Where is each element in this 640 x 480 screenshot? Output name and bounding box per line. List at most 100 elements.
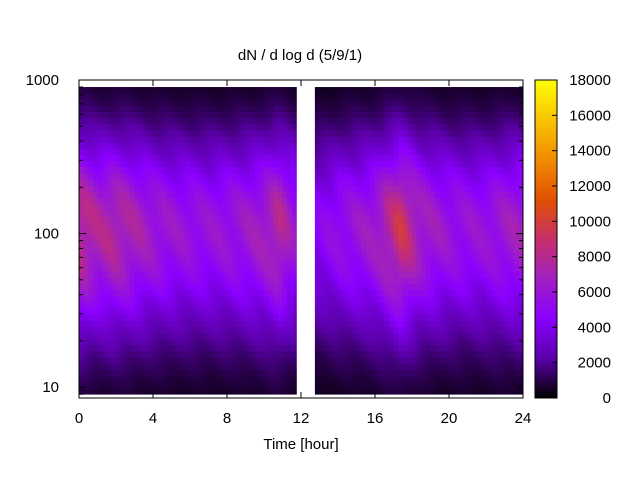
heatmap-cell xyxy=(454,308,459,315)
heatmap-cell xyxy=(320,130,325,137)
heatmap-cell xyxy=(255,308,260,315)
heatmap-cell xyxy=(172,357,177,364)
heatmap-cell xyxy=(505,228,510,235)
heatmap-cell xyxy=(347,320,352,327)
heatmap-cell xyxy=(130,228,135,235)
heatmap-cell xyxy=(130,185,135,192)
heatmap-cell xyxy=(259,345,264,352)
heatmap-cell xyxy=(329,173,334,180)
heatmap-cell xyxy=(190,173,195,180)
heatmap-cell xyxy=(176,118,181,125)
heatmap-cell xyxy=(357,210,362,217)
heatmap-cell xyxy=(324,93,329,100)
heatmap-cell xyxy=(324,234,329,241)
heatmap-cell xyxy=(167,296,172,303)
heatmap-cell xyxy=(394,345,399,352)
heatmap-cell xyxy=(458,228,463,235)
heatmap-cell xyxy=(329,314,334,321)
heatmap-cell xyxy=(255,216,260,223)
heatmap-cell xyxy=(130,179,135,186)
heatmap-cell xyxy=(213,290,218,297)
heatmap-cell xyxy=(195,87,200,94)
heatmap-cell xyxy=(329,228,334,235)
heatmap-cell xyxy=(181,228,186,235)
heatmap-cell xyxy=(236,93,241,100)
heatmap-cell xyxy=(116,320,121,327)
heatmap-cell xyxy=(403,210,408,217)
heatmap-cell xyxy=(361,363,366,370)
heatmap-cell xyxy=(407,136,412,143)
heatmap-cell xyxy=(144,216,149,223)
heatmap-cell xyxy=(181,161,186,168)
heatmap-cell xyxy=(135,99,140,106)
heatmap-cell xyxy=(421,216,426,223)
heatmap-cell xyxy=(153,296,158,303)
heatmap-cell xyxy=(116,277,121,284)
heatmap-cell xyxy=(320,308,325,315)
heatmap-cell xyxy=(468,216,473,223)
heatmap-cell xyxy=(93,191,98,198)
heatmap-cell xyxy=(329,130,334,137)
heatmap-cell xyxy=(380,376,385,383)
heatmap-cell xyxy=(181,234,186,241)
heatmap-cell xyxy=(333,259,338,266)
heatmap-cell xyxy=(148,345,153,352)
heatmap-cell xyxy=(246,327,251,334)
heatmap-cell xyxy=(468,314,473,321)
heatmap-cell xyxy=(444,370,449,377)
heatmap-cell xyxy=(111,216,116,223)
heatmap-cell xyxy=(292,345,297,352)
heatmap-cell xyxy=(329,118,334,125)
heatmap-cell xyxy=(398,333,403,340)
heatmap-cell xyxy=(241,339,246,346)
heatmap-cell xyxy=(181,308,186,315)
heatmap-cell xyxy=(199,271,204,278)
heatmap-cell xyxy=(236,259,241,266)
heatmap-cell xyxy=(153,204,158,211)
heatmap-cell xyxy=(366,265,371,272)
heatmap-cell xyxy=(324,271,329,278)
heatmap-cell xyxy=(412,204,417,211)
heatmap-cell xyxy=(324,136,329,143)
heatmap-cell xyxy=(481,210,486,217)
heatmap-cell xyxy=(139,198,144,205)
heatmap-cell xyxy=(135,198,140,205)
heatmap-cell xyxy=(111,327,116,334)
heatmap-cell xyxy=(125,357,130,364)
heatmap-cell xyxy=(370,339,375,346)
heatmap-cell xyxy=(125,370,130,377)
heatmap-cell xyxy=(283,228,288,235)
heatmap-cell xyxy=(172,271,177,278)
heatmap-cell xyxy=(98,142,103,149)
heatmap-cell xyxy=(407,204,412,211)
heatmap-cell xyxy=(255,105,260,112)
heatmap-cell xyxy=(333,216,338,223)
heatmap-cell xyxy=(139,357,144,364)
heatmap-cell xyxy=(444,351,449,358)
heatmap-cell xyxy=(195,228,200,235)
heatmap-cell xyxy=(394,376,399,383)
heatmap-cell xyxy=(130,382,135,389)
heatmap-cell xyxy=(84,265,89,272)
heatmap-cell xyxy=(324,148,329,155)
heatmap-cell xyxy=(116,308,121,315)
heatmap-cell xyxy=(361,118,366,125)
heatmap-cell xyxy=(357,327,362,334)
heatmap-cell xyxy=(278,388,283,395)
heatmap-cell xyxy=(444,130,449,137)
heatmap-cell xyxy=(440,204,445,211)
heatmap-cell xyxy=(509,363,514,370)
heatmap-cell xyxy=(398,296,403,303)
heatmap-cell xyxy=(158,351,163,358)
heatmap-cell xyxy=(333,241,338,248)
heatmap-cell xyxy=(185,216,190,223)
heatmap-cell xyxy=(218,93,223,100)
heatmap-cell xyxy=(338,148,343,155)
heatmap-cell xyxy=(509,382,514,389)
heatmap-cell xyxy=(320,259,325,266)
heatmap-cell xyxy=(107,333,112,340)
heatmap-cell xyxy=(84,345,89,352)
heatmap-cell xyxy=(463,87,468,94)
heatmap-cell xyxy=(139,112,144,119)
heatmap-cell xyxy=(162,222,167,229)
